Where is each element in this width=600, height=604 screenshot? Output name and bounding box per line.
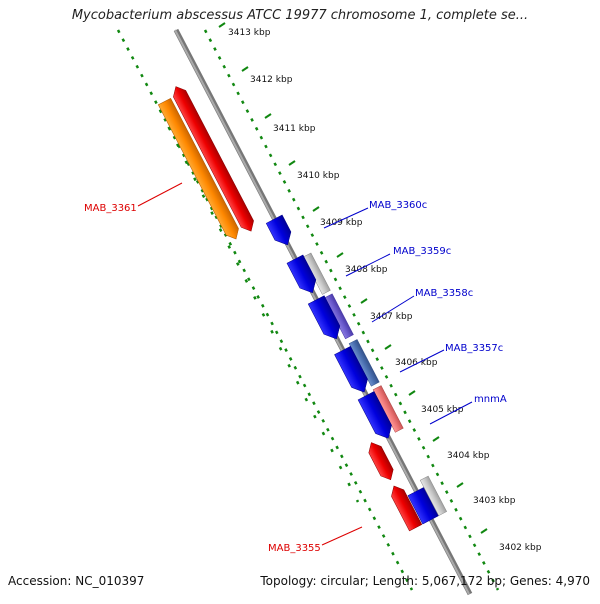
tick-3404 bbox=[432, 436, 440, 442]
left-dotted-track bbox=[116, 29, 414, 591]
right-dotted-track bbox=[203, 29, 500, 591]
tick-3413 bbox=[218, 22, 226, 28]
tick-label-3411: 3411 kbp bbox=[273, 124, 316, 134]
label-mab3358c[interactable]: MAB_3358c bbox=[415, 288, 473, 299]
cds-mab3355-b[interactable] bbox=[388, 483, 423, 532]
tick-3405 bbox=[408, 390, 416, 396]
tick-3411 bbox=[264, 113, 272, 119]
cds-mnma[interactable] bbox=[357, 391, 396, 443]
tick-label-3410: 3410 kbp bbox=[297, 171, 340, 181]
cds-mab3359c[interactable] bbox=[286, 254, 321, 297]
label-mab3355[interactable]: MAB_3355 bbox=[268, 543, 321, 554]
label-mab3361[interactable]: MAB_3361 bbox=[84, 203, 137, 214]
tick-3407 bbox=[360, 298, 368, 304]
tick-3402 bbox=[480, 528, 488, 534]
cds-mab3359c-grey[interactable] bbox=[302, 252, 331, 295]
label-mab3357c[interactable]: MAB_3357c bbox=[445, 343, 503, 354]
tick-label-3413: 3413 kbp bbox=[228, 28, 271, 38]
accession-text: Accession: NC_010397 bbox=[8, 574, 145, 588]
cds-bottom-grey[interactable] bbox=[419, 475, 448, 517]
tick-3408 bbox=[336, 252, 344, 258]
gene-labels: MAB_3361 MAB_3360c MAB_3359c MAB_3358c M… bbox=[84, 182, 507, 554]
label-mab3359c[interactable]: MAB_3359c bbox=[393, 246, 451, 257]
label-mab3360c[interactable]: MAB_3360c bbox=[369, 200, 427, 211]
tick-label-3402: 3402 kbp bbox=[499, 543, 542, 553]
cds-mab3360c[interactable] bbox=[265, 214, 295, 249]
cds-mab3361-red[interactable] bbox=[170, 83, 258, 234]
tick-3406 bbox=[384, 344, 392, 350]
cds-mab3357c[interactable] bbox=[334, 345, 373, 396]
tick-3403 bbox=[456, 482, 464, 488]
tick-label-3407: 3407 kbp bbox=[370, 312, 413, 322]
cds-mab3355-a[interactable] bbox=[365, 439, 397, 483]
cds-mab3358c[interactable] bbox=[307, 295, 344, 343]
cds-mab3361-orange[interactable] bbox=[157, 97, 242, 242]
tick-3412 bbox=[241, 66, 249, 72]
tick-label-3409: 3409 kbp bbox=[320, 218, 363, 228]
scale-ticks: 3413 kbp 3412 kbp 3411 kbp 3410 kbp 3409… bbox=[218, 22, 542, 553]
genome-summary-text: Topology: circular; Length: 5,067,172 bp… bbox=[260, 574, 590, 588]
gene-features bbox=[157, 83, 448, 532]
tick-label-3406: 3406 kbp bbox=[395, 358, 438, 368]
label-mnma[interactable]: mnmA bbox=[474, 394, 507, 405]
tick-label-3403: 3403 kbp bbox=[473, 496, 516, 506]
tick-label-3412: 3412 kbp bbox=[250, 75, 293, 85]
tick-label-3408: 3408 kbp bbox=[345, 265, 388, 275]
tick-label-3405: 3405 kbp bbox=[421, 405, 464, 415]
tick-3410 bbox=[288, 160, 296, 166]
map-title: Mycobacterium abscessus ATCC 19977 chrom… bbox=[71, 8, 529, 23]
tick-label-3404: 3404 kbp bbox=[447, 451, 490, 461]
tick-3409 bbox=[312, 206, 320, 212]
